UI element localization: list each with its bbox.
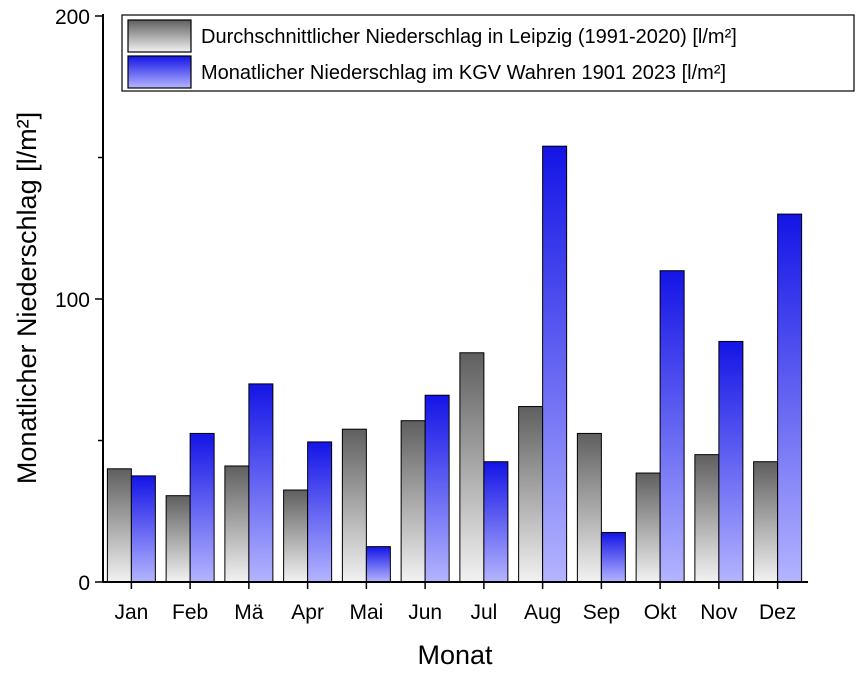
- bar-series-1-Mai: [341, 428, 367, 583]
- bar-series-2-Okt: [659, 270, 685, 583]
- x-tick-label: Jun: [408, 601, 442, 624]
- x-tick-label: Jul: [470, 601, 497, 624]
- y-tick-label: 200: [55, 6, 90, 29]
- bar-series-1-Aug: [518, 406, 544, 583]
- x-axis-title: Monat: [417, 640, 493, 670]
- legend-label-series-2: Monatlicher Niederschlag im KGV Wahren 1…: [201, 62, 726, 84]
- bar-series-1-Okt: [635, 472, 661, 583]
- legend-swatch-series-1: [127, 19, 192, 53]
- bar-series-1-Mä: [224, 465, 250, 583]
- bar-series-2-Jun: [424, 394, 450, 583]
- legend-swatch-series-2: [127, 55, 192, 89]
- bar-series-2-Mä: [248, 383, 274, 583]
- y-ticks-group: 0 100 200: [55, 6, 103, 595]
- bar-series-2-Sep: [600, 531, 626, 583]
- x-tick-label: Nov: [700, 601, 738, 624]
- bar-series-1-Sep: [576, 432, 602, 583]
- x-tick-label: Sep: [583, 601, 620, 624]
- x-ticks-group: Jan Feb Mä Apr Mai Jun Jul Aug Sep Okt Nov Dez: [114, 582, 796, 624]
- x-tick-label: Mä: [234, 601, 263, 624]
- bar-series-2-Apr: [307, 441, 333, 583]
- legend-label-series-1: Durchschnittlicher Niederschlag in Leipz…: [201, 26, 737, 48]
- x-tick-label: Okt: [644, 601, 677, 624]
- x-tick-label: Mai: [349, 601, 383, 624]
- legend: Durchschnittlicher Niederschlag in Leipz…: [121, 14, 855, 92]
- legend-frame: [121, 14, 855, 92]
- bar-series-1-Nov: [694, 454, 720, 583]
- bar-series-1-Feb: [165, 495, 191, 583]
- x-tick-label: Jan: [114, 601, 148, 624]
- y-tick-label: 0: [78, 572, 90, 595]
- bar-series-2-Dez: [777, 213, 803, 583]
- y-axis-title: Monatlicher Niederschlag [l/m²]: [12, 112, 42, 484]
- x-tick-label: Dez: [759, 601, 796, 624]
- bar-series-1-Apr: [283, 489, 309, 583]
- x-tick-label: Apr: [291, 601, 324, 624]
- x-tick-label: Aug: [524, 601, 561, 624]
- bar-series-1-Jan: [106, 468, 132, 583]
- bar-series-2-Aug: [542, 145, 568, 583]
- bar-series-2-Feb: [189, 432, 215, 583]
- bar-series-2-Nov: [718, 340, 744, 583]
- x-tick-label: Feb: [172, 601, 208, 624]
- bar-series-2-Mai: [365, 546, 391, 583]
- y-tick-label: 100: [55, 289, 90, 312]
- bar-series-2-Jan: [130, 475, 156, 583]
- bar-series-2-Jul: [483, 461, 509, 583]
- bar-series-1-Jul: [459, 352, 485, 583]
- bars-group: [106, 145, 803, 583]
- bar-series-1-Jun: [400, 420, 426, 583]
- bar-series-1-Dez: [753, 461, 779, 583]
